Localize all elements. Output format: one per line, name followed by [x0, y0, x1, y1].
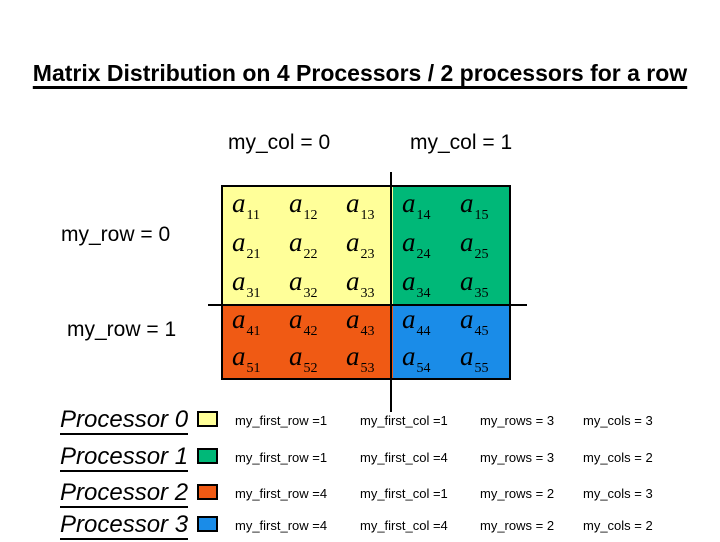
matrix-cell: a34: [393, 265, 451, 304]
matrix-entry: a: [232, 188, 246, 218]
legend-cols: my_cols = 2: [583, 518, 653, 533]
page-title: Matrix Distribution on 4 Processors / 2 …: [32, 60, 688, 86]
legend-first-col: my_first_col =1: [360, 413, 448, 428]
legend-first-col: my_first_col =1: [360, 486, 448, 501]
matrix-cell: a42: [280, 304, 337, 341]
matrix-cell: a14: [393, 187, 451, 226]
legend-first-col: my_first_col =4: [360, 518, 448, 533]
matrix-cell: a25: [451, 226, 509, 265]
legend-cols: my_cols = 3: [583, 413, 653, 428]
row-header-1: my_row = 1: [67, 318, 177, 341]
matrix-cell: a15: [451, 187, 509, 226]
matrix-cell: a44: [393, 304, 451, 341]
legend-row-processor-0: Processor 0 my_first_row =1 my_first_col…: [0, 407, 720, 437]
legend-first-col: my_first_col =4: [360, 450, 448, 465]
legend-cols: my_cols = 3: [583, 486, 653, 501]
matrix-cell: a45: [451, 304, 509, 341]
processor-label: Processor 2: [60, 480, 189, 509]
matrix-cell: a13: [337, 187, 393, 226]
legend-row-processor-1: Processor 1 my_first_row =1 my_first_col…: [0, 444, 720, 474]
matrix: a11 a12 a13 a14 a15 a21 a22 a23 a24 a25 …: [221, 185, 511, 380]
col-header-1: my_col = 1: [410, 131, 513, 154]
legend-first-row: my_first_row =4: [235, 518, 328, 533]
legend-rows: my_rows = 2: [480, 486, 555, 501]
matrix-cell: a52: [280, 341, 337, 378]
color-swatch: [197, 516, 218, 532]
matrix-cell: a35: [451, 265, 509, 304]
color-swatch: [197, 448, 218, 464]
legend-row-processor-3: Processor 3 my_first_row =4 my_first_col…: [0, 512, 720, 542]
legend-rows: my_rows = 3: [480, 450, 555, 465]
legend-cols: my_cols = 2: [583, 450, 653, 465]
matrix-cell: a33: [337, 265, 393, 304]
row-header-0: my_row = 0: [61, 223, 171, 246]
color-swatch: [197, 484, 218, 500]
legend-first-row: my_first_row =1: [235, 413, 328, 428]
matrix-cell: a11: [223, 187, 280, 226]
legend-row-processor-2: Processor 2 my_first_row =4 my_first_col…: [0, 480, 720, 510]
matrix-cell: a24: [393, 226, 451, 265]
legend-rows: my_rows = 2: [480, 518, 555, 533]
legend-rows: my_rows = 3: [480, 413, 555, 428]
matrix-cell: a51: [223, 341, 280, 378]
matrix-cell: a31: [223, 265, 280, 304]
matrix-cell: a41: [223, 304, 280, 341]
legend-first-row: my_first_row =4: [235, 486, 328, 501]
row-divider-line: [208, 304, 527, 306]
processor-label: Processor 1: [60, 444, 189, 473]
processor-label: Processor 3: [60, 512, 189, 541]
matrix-cell: a43: [337, 304, 393, 341]
matrix-cell: a32: [280, 265, 337, 304]
matrix-cell: a12: [280, 187, 337, 226]
legend-first-row: my_first_row =1: [235, 450, 328, 465]
matrix-cell: a21: [223, 226, 280, 265]
col-header-0: my_col = 0: [228, 131, 331, 154]
column-divider-line: [390, 172, 392, 412]
matrix-cell: a55: [451, 341, 509, 378]
matrix-cell: a23: [337, 226, 393, 265]
color-swatch: [197, 411, 218, 427]
matrix-cell: a22: [280, 226, 337, 265]
matrix-cell: a53: [337, 341, 393, 378]
processor-label: Processor 0: [60, 407, 189, 436]
matrix-cell: a54: [393, 341, 451, 378]
